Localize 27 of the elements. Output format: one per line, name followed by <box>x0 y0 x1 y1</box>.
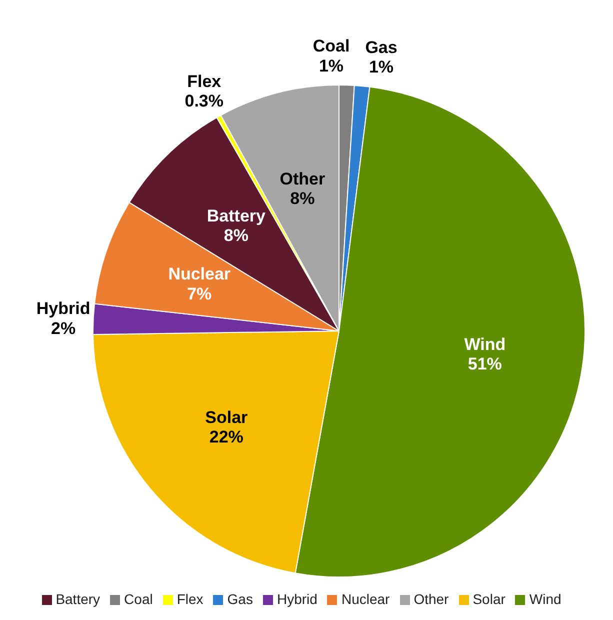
legend-label: Flex <box>176 591 204 607</box>
data-label: 22% <box>209 428 244 447</box>
slice-label: Hybrid <box>36 299 90 318</box>
data-label: 7% <box>187 284 212 304</box>
slice-label: Other <box>280 170 326 189</box>
legend-label: Coal <box>124 591 153 607</box>
legend-label: Nuclear <box>341 591 390 607</box>
legend-label: Wind <box>529 591 562 607</box>
legend-label: Other <box>414 591 449 607</box>
slice-label: Gas <box>365 38 398 57</box>
data-label: 51% <box>468 354 502 374</box>
legend-label: Battery <box>56 591 100 607</box>
slice-label: Nuclear <box>168 264 231 284</box>
data-label: 1% <box>368 57 394 76</box>
data-label: 8% <box>290 189 315 208</box>
data-label: 2% <box>51 318 76 338</box>
data-label: 0.3% <box>184 91 224 110</box>
slice-label: Solar <box>205 408 248 428</box>
slice-label: Coal <box>312 36 350 56</box>
slice-label: Battery <box>206 206 266 226</box>
legend-label: Hybrid <box>276 591 318 607</box>
legend-label: Solar <box>472 591 506 607</box>
slice-label: Flex <box>187 72 222 91</box>
data-label: 1% <box>318 56 344 76</box>
data-label: 8% <box>224 226 248 246</box>
legend-label: Gas <box>227 591 253 607</box>
slice-label: Wind <box>464 334 506 354</box>
